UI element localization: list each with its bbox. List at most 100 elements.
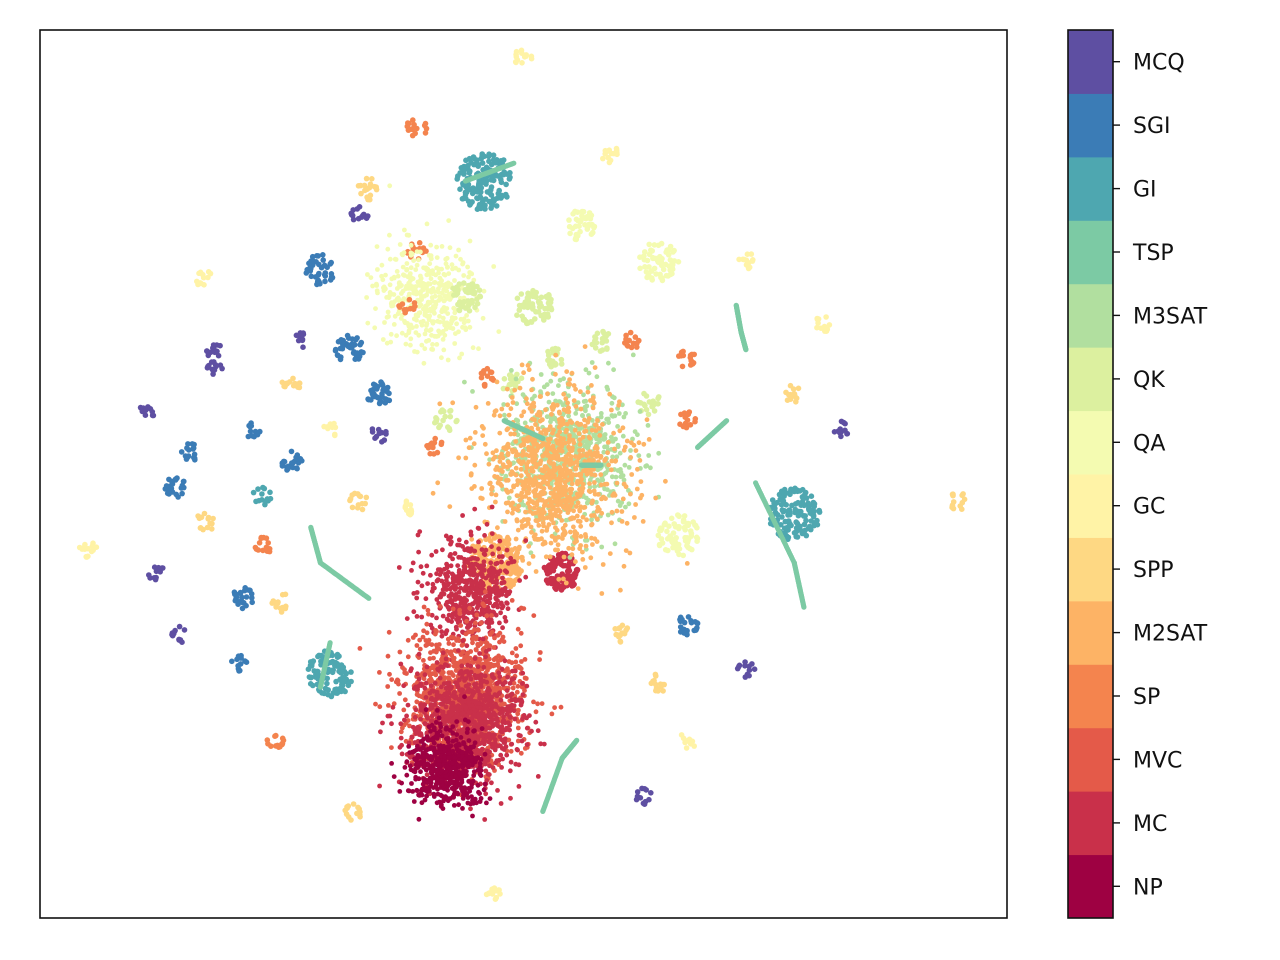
point bbox=[621, 447, 627, 453]
point bbox=[623, 336, 629, 342]
point bbox=[424, 321, 430, 326]
point bbox=[571, 432, 576, 437]
point bbox=[555, 542, 561, 548]
point bbox=[374, 288, 380, 294]
cluster-qa bbox=[637, 240, 682, 284]
point bbox=[675, 524, 681, 530]
point bbox=[445, 636, 451, 642]
point bbox=[522, 481, 528, 487]
point bbox=[518, 568, 524, 574]
point bbox=[612, 541, 618, 547]
point bbox=[594, 516, 600, 522]
point bbox=[567, 377, 572, 382]
point bbox=[667, 257, 674, 263]
point bbox=[653, 673, 659, 679]
point bbox=[456, 281, 463, 287]
point bbox=[504, 488, 510, 494]
point bbox=[569, 370, 575, 376]
point bbox=[548, 490, 554, 496]
point bbox=[636, 440, 642, 446]
point bbox=[260, 484, 266, 491]
point bbox=[538, 372, 544, 377]
point bbox=[567, 230, 573, 237]
point bbox=[656, 542, 663, 549]
point bbox=[518, 473, 524, 479]
point bbox=[570, 546, 576, 552]
point bbox=[481, 288, 487, 294]
point bbox=[377, 399, 383, 405]
point bbox=[572, 427, 578, 433]
point bbox=[472, 484, 477, 489]
point bbox=[680, 423, 687, 430]
point bbox=[801, 492, 808, 499]
point bbox=[414, 643, 420, 648]
point bbox=[348, 210, 355, 217]
point bbox=[452, 341, 458, 346]
point bbox=[587, 481, 592, 486]
point bbox=[236, 668, 242, 674]
point bbox=[479, 160, 486, 166]
point bbox=[273, 604, 279, 610]
point bbox=[594, 450, 600, 455]
point bbox=[394, 269, 400, 274]
point bbox=[566, 409, 572, 415]
point bbox=[577, 228, 583, 235]
point bbox=[489, 485, 495, 490]
point bbox=[431, 451, 437, 457]
point bbox=[460, 614, 466, 620]
point bbox=[584, 471, 590, 477]
point bbox=[523, 509, 528, 515]
point bbox=[795, 385, 802, 392]
point bbox=[90, 540, 96, 546]
point bbox=[477, 194, 484, 201]
point bbox=[527, 480, 532, 486]
point bbox=[482, 552, 488, 557]
point bbox=[692, 522, 699, 529]
point bbox=[537, 650, 543, 655]
point bbox=[513, 439, 519, 444]
point bbox=[587, 216, 594, 222]
point bbox=[458, 165, 465, 171]
point bbox=[519, 362, 525, 368]
point bbox=[548, 540, 554, 546]
point bbox=[840, 419, 847, 426]
point bbox=[577, 448, 582, 453]
point bbox=[546, 522, 552, 527]
point bbox=[791, 391, 798, 397]
point bbox=[472, 548, 478, 554]
point bbox=[473, 404, 479, 410]
point bbox=[419, 342, 425, 348]
point bbox=[634, 789, 641, 795]
point bbox=[522, 420, 528, 426]
point bbox=[641, 441, 647, 447]
point bbox=[814, 315, 820, 322]
point bbox=[445, 424, 451, 430]
point bbox=[541, 317, 547, 323]
point bbox=[404, 261, 410, 266]
point bbox=[592, 445, 598, 451]
point bbox=[544, 528, 550, 533]
point bbox=[332, 346, 339, 353]
point bbox=[537, 517, 542, 522]
point bbox=[450, 400, 456, 406]
point bbox=[531, 400, 536, 406]
point bbox=[533, 294, 539, 301]
point bbox=[623, 411, 628, 416]
cluster-gc bbox=[736, 251, 756, 272]
point bbox=[633, 502, 638, 507]
point bbox=[614, 151, 620, 158]
point bbox=[504, 547, 510, 553]
point bbox=[563, 396, 569, 402]
point bbox=[417, 303, 422, 309]
point bbox=[356, 493, 363, 499]
point bbox=[418, 564, 424, 570]
point bbox=[456, 455, 461, 461]
point bbox=[497, 891, 503, 897]
point bbox=[626, 501, 632, 507]
point bbox=[792, 506, 799, 513]
point bbox=[521, 370, 526, 376]
point bbox=[676, 551, 682, 558]
point bbox=[559, 418, 564, 424]
point bbox=[681, 619, 688, 626]
